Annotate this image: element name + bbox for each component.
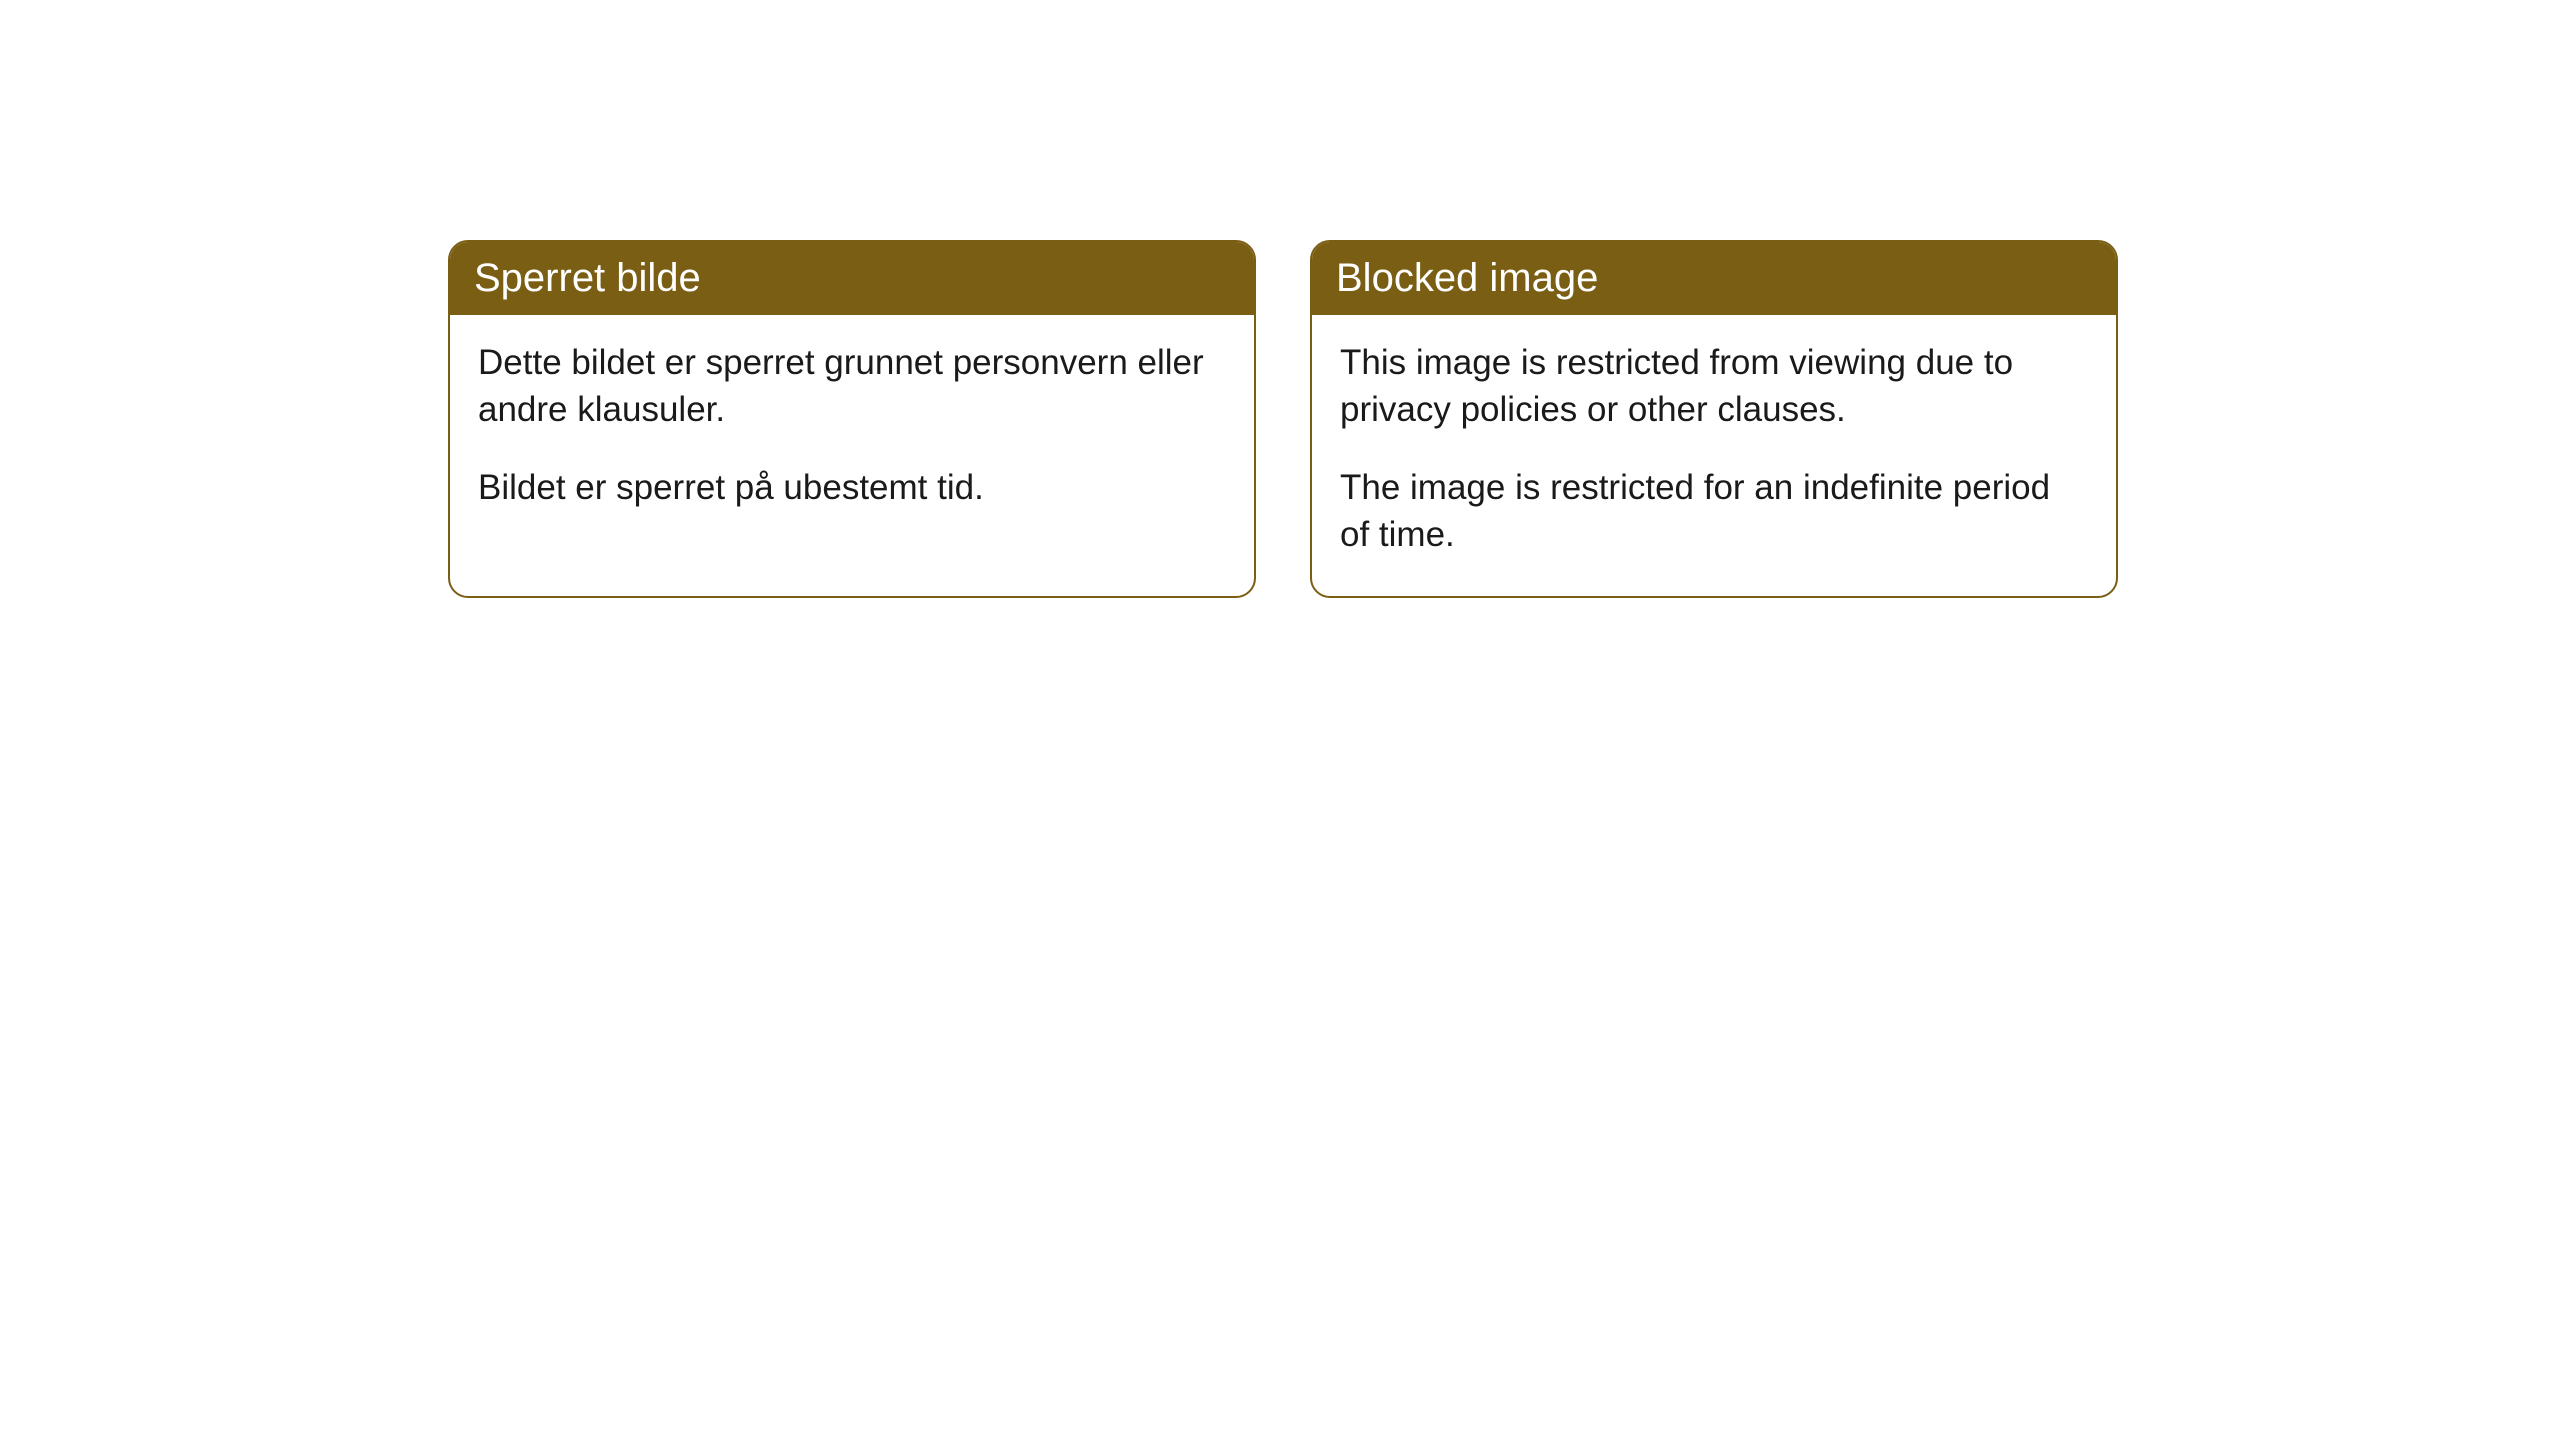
- blocked-image-card-english: Blocked image This image is restricted f…: [1310, 240, 2118, 598]
- card-paragraph-1: Dette bildet er sperret grunnet personve…: [478, 339, 1226, 434]
- card-header-title: Sperret bilde: [474, 256, 701, 300]
- card-header: Sperret bilde: [450, 242, 1254, 315]
- card-header-title: Blocked image: [1336, 256, 1598, 300]
- card-body: Dette bildet er sperret grunnet personve…: [450, 315, 1254, 549]
- card-paragraph-1: This image is restricted from viewing du…: [1340, 339, 2088, 434]
- card-paragraph-2: Bildet er sperret på ubestemt tid.: [478, 464, 1226, 511]
- notice-cards-container: Sperret bilde Dette bildet er sperret gr…: [448, 240, 2118, 598]
- card-header: Blocked image: [1312, 242, 2116, 315]
- card-paragraph-2: The image is restricted for an indefinit…: [1340, 464, 2088, 559]
- blocked-image-card-norwegian: Sperret bilde Dette bildet er sperret gr…: [448, 240, 1256, 598]
- card-body: This image is restricted from viewing du…: [1312, 315, 2116, 596]
